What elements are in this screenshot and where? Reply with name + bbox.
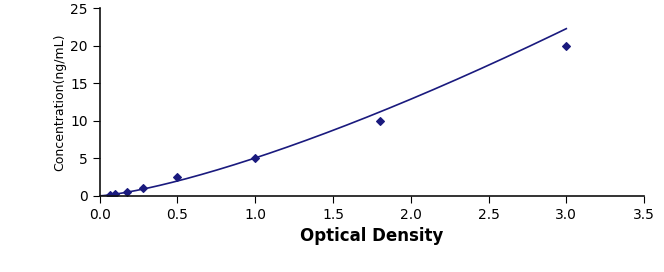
X-axis label: Optical Density: Optical Density — [300, 227, 444, 245]
Y-axis label: Concentration(ng/mL): Concentration(ng/mL) — [53, 33, 66, 171]
